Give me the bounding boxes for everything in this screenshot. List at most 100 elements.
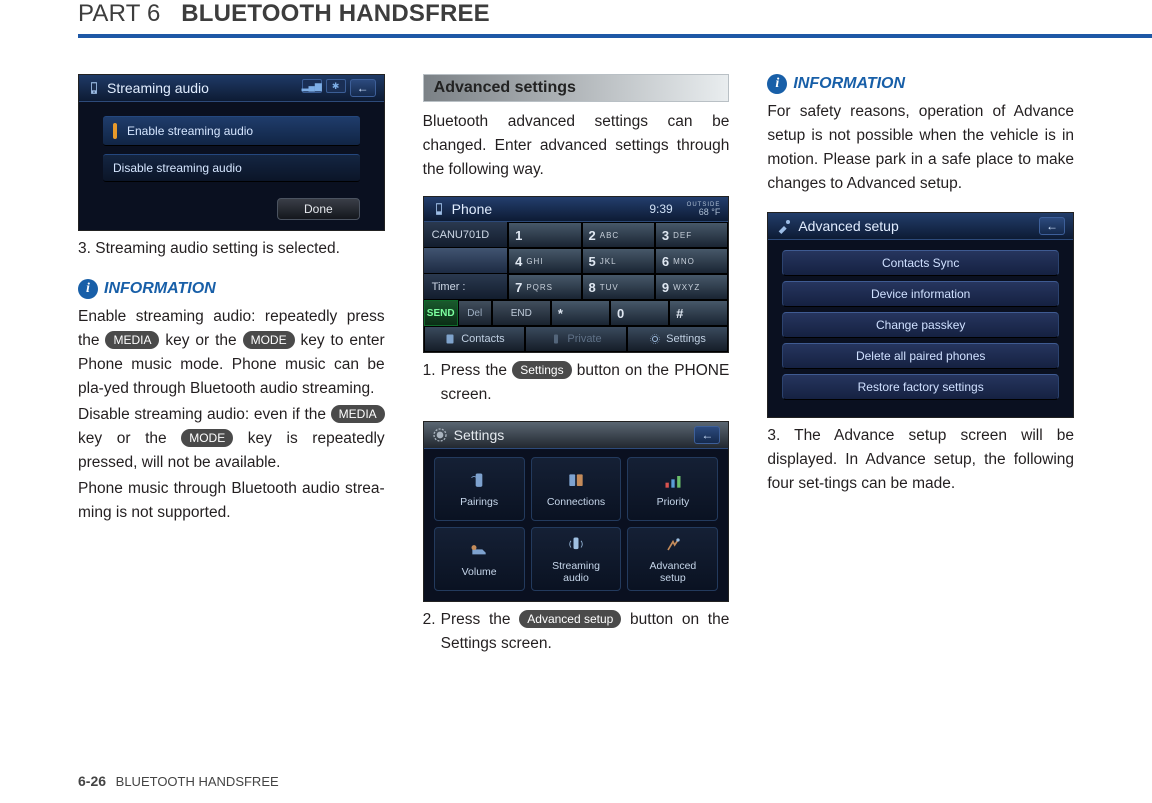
- settings-advanced-setup[interactable]: Advanced setup: [627, 527, 718, 591]
- keypad-4[interactable]: 4GHI: [508, 248, 581, 274]
- media-key: MEDIA: [331, 405, 385, 423]
- back-button[interactable]: ←: [350, 79, 376, 97]
- send-button[interactable]: SEND: [424, 300, 458, 326]
- number-field[interactable]: [424, 248, 507, 274]
- cell-label: Volume: [462, 566, 497, 578]
- gear-icon: [432, 427, 448, 443]
- mode-key: MODE: [243, 331, 295, 349]
- text: key or the: [159, 332, 242, 349]
- keypad-5[interactable]: 5JKL: [582, 248, 655, 274]
- intro-text: Bluetooth advanced settings can be chang…: [423, 110, 730, 182]
- tools-icon: [776, 218, 792, 234]
- text: key or the: [78, 430, 181, 447]
- cell-icon: [660, 470, 686, 492]
- cell-label: Connections: [547, 496, 605, 508]
- phone-icon: [87, 81, 101, 95]
- advanced-change-passkey[interactable]: Change passkey: [782, 312, 1059, 338]
- cell-label: Streaming audio: [552, 560, 600, 584]
- part-label: PART 6: [78, 0, 161, 27]
- advanced-setup-key: Advanced setup: [519, 610, 621, 628]
- screenshot-streaming-audio: Streaming audio ▂▄▆ ✱ ← Enable streaming…: [78, 74, 385, 231]
- step-3-text: 3. Streaming audio setting is selected.: [78, 237, 385, 261]
- settings-key: Settings: [512, 361, 571, 379]
- back-button[interactable]: ←: [694, 426, 720, 444]
- shot-title-text: Streaming audio: [107, 80, 209, 96]
- option-label: Disable streaming audio: [113, 161, 242, 175]
- tab-settings[interactable]: Settings: [627, 326, 729, 352]
- cell-label: Pairings: [460, 496, 498, 508]
- media-key: MEDIA: [105, 331, 159, 349]
- settings-volume[interactable]: Volume: [434, 527, 525, 591]
- info-body: Enable streaming audio: repeatedly press…: [78, 305, 385, 525]
- advanced-device-information[interactable]: Device information: [782, 281, 1059, 307]
- keypad-6[interactable]: 6MNO: [655, 248, 728, 274]
- outside-temp: OUTSIDE 68 °F: [687, 202, 721, 217]
- shot-title-text: Advanced setup: [798, 218, 898, 234]
- settings-streaming-audio[interactable]: Streaming audio: [531, 527, 622, 591]
- clock: 9:39: [649, 202, 672, 216]
- option-enable-streaming[interactable]: Enable streaming audio: [103, 116, 360, 146]
- keypad-3[interactable]: 3DEF: [655, 222, 728, 248]
- keypad-8[interactable]: 8TUV: [582, 274, 655, 300]
- settings-connections[interactable]: Connections: [531, 457, 622, 521]
- keypad-0[interactable]: 0: [610, 300, 669, 326]
- text: Press the: [441, 362, 513, 379]
- information-heading: INFORMATION: [767, 74, 1074, 94]
- selected-indicator: [113, 123, 117, 139]
- info-label: INFORMATION: [793, 75, 905, 93]
- keypad-9[interactable]: 9WXYZ: [655, 274, 728, 300]
- back-button[interactable]: ←: [1039, 217, 1065, 235]
- done-button[interactable]: Done: [277, 198, 360, 220]
- advanced-restore-factory-settings[interactable]: Restore factory settings: [782, 374, 1059, 400]
- text: Disable streaming audio: even if the: [78, 406, 331, 423]
- phone-icon: [432, 202, 446, 216]
- shot-title-text: Settings: [454, 427, 505, 443]
- cell-icon: [563, 470, 589, 492]
- device-name-field: CANU701D: [424, 222, 507, 248]
- timer-field: Timer :: [424, 274, 507, 300]
- keypad-#[interactable]: #: [669, 300, 728, 326]
- option-disable-streaming[interactable]: Disable streaming audio: [103, 154, 360, 182]
- keypad-7[interactable]: 7PQRS: [508, 274, 581, 300]
- signal-icon: ▂▄▆: [302, 79, 322, 93]
- cell-icon: [466, 540, 492, 562]
- bluetooth-icon: ✱: [326, 79, 346, 93]
- information-heading: INFORMATION: [78, 279, 385, 299]
- step-2: 2. Press the Advanced setup button on th…: [423, 608, 730, 656]
- info-icon: [78, 279, 98, 299]
- advanced-contacts-sync[interactable]: Contacts Sync: [782, 250, 1059, 276]
- contacts-icon: [444, 333, 456, 345]
- settings-pairings[interactable]: Pairings: [434, 457, 525, 521]
- del-button[interactable]: Del: [458, 300, 492, 326]
- keypad-*[interactable]: *: [551, 300, 610, 326]
- step-3-text: 3. The Advance setup screen will be disp…: [767, 424, 1074, 496]
- end-button[interactable]: END: [492, 300, 551, 326]
- step-1: 1. Press the Settings button on the PHON…: [423, 359, 730, 407]
- page-header: PART 6 BLUETOOTH HANDSFREE: [78, 0, 1074, 28]
- column-2: Advanced settings Bluetooth advanced set…: [423, 74, 730, 656]
- info-icon: [767, 74, 787, 94]
- cell-label: Priority: [657, 496, 690, 508]
- tab-private[interactable]: Private: [525, 326, 627, 352]
- shot-title-text: Phone: [452, 201, 492, 217]
- warning-text: For safety reasons, operation of Advance…: [767, 100, 1074, 196]
- gear-icon: [649, 333, 661, 345]
- private-icon: [550, 333, 562, 345]
- text: Press the: [441, 611, 520, 628]
- screenshot-phone: Phone 9:39 OUTSIDE 68 °F CANU701D Timer …: [423, 196, 730, 353]
- keypad-2[interactable]: 2ABC: [582, 222, 655, 248]
- screenshot-advanced-setup: Advanced setup ← Contacts Sync Device inf…: [767, 212, 1074, 418]
- section-heading: Advanced settings: [423, 74, 730, 102]
- advanced-delete-all-paired-phones[interactable]: Delete all paired phones: [782, 343, 1059, 369]
- screenshot-settings: Settings ← Pairings Connections Priority Vo…: [423, 421, 730, 602]
- mode-key: MODE: [181, 429, 233, 447]
- column-3: INFORMATION For safety reasons, operatio…: [767, 74, 1074, 656]
- settings-priority[interactable]: Priority: [627, 457, 718, 521]
- info-label: INFORMATION: [104, 280, 216, 298]
- footer-label: BLUETOOTH HANDSFREE: [116, 774, 279, 789]
- tab-contacts[interactable]: Contacts: [424, 326, 526, 352]
- column-1: Streaming audio ▂▄▆ ✱ ← Enable streaming…: [78, 74, 385, 656]
- cell-icon: [466, 470, 492, 492]
- part-title: BLUETOOTH HANDSFREE: [181, 0, 490, 27]
- keypad-1[interactable]: 1: [508, 222, 581, 248]
